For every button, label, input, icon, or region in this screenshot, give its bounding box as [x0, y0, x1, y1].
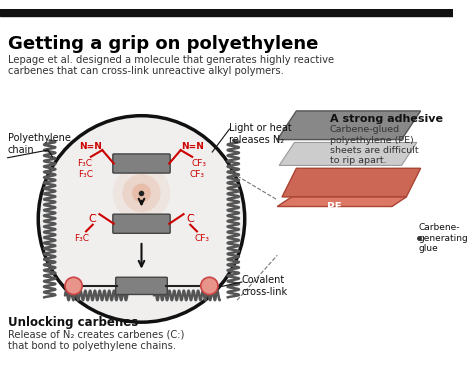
- Text: CF₃: CF₃: [194, 234, 209, 243]
- Text: PE: PE: [327, 203, 342, 212]
- Circle shape: [113, 165, 170, 222]
- Text: CF₃: CF₃: [190, 171, 204, 180]
- Circle shape: [38, 116, 245, 322]
- Text: N=N: N=N: [181, 142, 204, 151]
- Text: Carbene-glued
polyethylene (PE)
sheets are difficult
to rip apart.: Carbene-glued polyethylene (PE) sheets a…: [330, 125, 419, 165]
- Circle shape: [201, 277, 218, 294]
- FancyBboxPatch shape: [116, 277, 167, 294]
- Text: Polyethylene
chain: Polyethylene chain: [8, 133, 71, 154]
- Polygon shape: [277, 111, 420, 140]
- Circle shape: [132, 183, 151, 203]
- FancyBboxPatch shape: [113, 154, 170, 173]
- Text: Release of N₂ creates carbenes (C:)
that bond to polyethylene chains.: Release of N₂ creates carbenes (C:) that…: [8, 330, 184, 352]
- Text: C̈: C̈: [89, 214, 97, 224]
- Text: Lepage et al. designed a molecule that generates highly reactive
carbenes that c: Lepage et al. designed a molecule that g…: [8, 54, 334, 76]
- Text: PE: PE: [332, 260, 347, 270]
- Text: F₃C: F₃C: [79, 171, 93, 180]
- Circle shape: [122, 174, 161, 212]
- Text: Unlocking carbenes: Unlocking carbenes: [8, 316, 138, 329]
- Bar: [0, 9, 453, 16]
- Text: N=N: N=N: [79, 142, 102, 151]
- Polygon shape: [279, 142, 417, 165]
- Text: Carbene-
generating
glue: Carbene- generating glue: [419, 223, 468, 253]
- Polygon shape: [277, 197, 406, 207]
- Text: F₃C: F₃C: [77, 159, 91, 168]
- Text: Light or heat
releases N₂: Light or heat releases N₂: [229, 123, 292, 145]
- Circle shape: [65, 277, 82, 294]
- Text: CF₃: CF₃: [191, 159, 206, 168]
- Text: A strong adhesive: A strong adhesive: [330, 114, 443, 124]
- Text: Covalent
cross-link: Covalent cross-link: [242, 275, 288, 297]
- Polygon shape: [282, 168, 420, 197]
- FancyBboxPatch shape: [113, 214, 170, 233]
- Text: C̈: C̈: [186, 214, 194, 224]
- Text: F₃C: F₃C: [74, 234, 89, 243]
- Text: Getting a grip on polyethylene: Getting a grip on polyethylene: [8, 35, 318, 53]
